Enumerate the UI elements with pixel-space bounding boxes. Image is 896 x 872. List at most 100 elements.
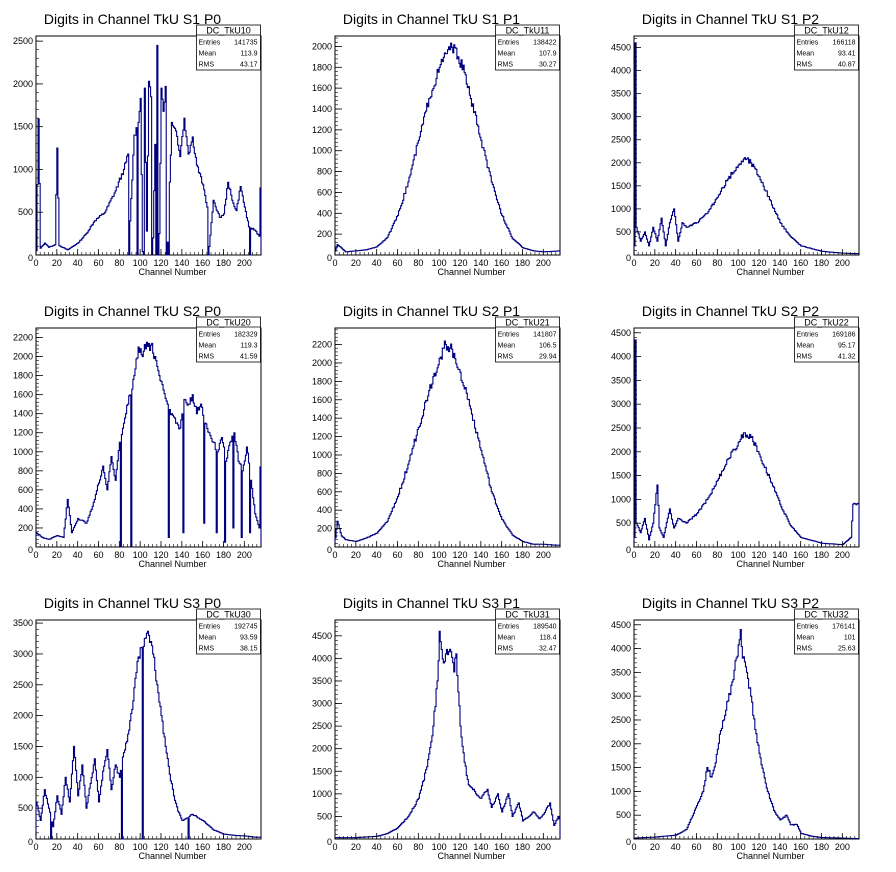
stats-key: Entries [797,332,819,339]
stats-box: DC_TkU10 Entries 141735 Mean 113.9 RMS 43.17 [196,24,261,71]
x-tick-label: 140 [772,258,787,268]
y-tick-label: 1500 [611,181,631,191]
y-tick-label: 1500 [611,763,631,773]
stats-value: 25.63 [838,646,856,653]
x-tick-label: 200 [536,258,551,268]
x-tick-label: 180 [216,550,231,560]
x-tick-label: 60 [93,550,103,560]
y-tick-label: 1000 [13,772,33,782]
stats-box-frame [495,24,560,71]
x-tick-label: 140 [772,550,787,560]
x-tick-label: 20 [650,842,660,852]
stats-key: RMS [199,354,215,361]
y-tick-label: 3500 [611,89,631,99]
x-tick-label: 160 [793,550,808,560]
y-tick-label: 2500 [13,36,33,46]
x-axis-label: Channel Number [138,851,206,861]
y-tick-label: 1000 [312,789,332,799]
y-tick-label: 2500 [611,135,631,145]
x-tick-label: 20 [52,550,62,560]
x-tick-label: 160 [195,550,210,560]
x-tick-label: 180 [814,258,829,268]
y-tick-label: 400 [317,208,332,218]
panel-title: Digits in Channel TkU S1 P0 [44,11,221,27]
y-tick-label: 1600 [312,83,332,93]
y-tick-label: 600 [317,187,332,197]
x-axis-label: Channel Number [138,559,206,569]
y-tick-label: 1000 [611,204,631,214]
y-tick-label: 2000 [13,711,33,721]
y-tick-label: 1000 [13,164,33,174]
y-tick-label: 1000 [611,494,631,504]
y-tick-label: 1400 [312,104,332,114]
y-tick-label: 1000 [312,450,332,460]
x-axis-label: Channel Number [437,559,505,569]
histogram-panel-3: Digits in Channel TkU S2 P0 0 20 40 60 80 100 1… [13,303,262,569]
y-zero-label: 0 [327,545,332,555]
x-tick-label: 0 [631,842,636,852]
stats-box-name: DC_TkU30 [206,610,251,620]
stats-value: 41.32 [838,354,856,361]
x-tick-label: 0 [33,842,38,852]
y-tick-label: 4500 [611,43,631,53]
y-tick-label: 600 [18,485,33,495]
x-tick-label: 200 [536,842,551,852]
x-tick-label: 0 [33,550,38,560]
x-axis-label: Channel Number [138,267,206,277]
stats-key: Entries [797,624,819,631]
histogram-panel-8: Digits in Channel TkU S3 P2 0 20 40 60 80 100 1… [611,595,860,861]
x-tick-label: 100 [731,550,746,560]
y-tick-label: 2000 [13,352,33,362]
stats-value: 182329 [234,332,257,339]
panel-title: Digits in Channel TkU S3 P2 [642,595,819,611]
x-tick-label: 180 [515,842,530,852]
y-tick-label: 2000 [312,41,332,51]
x-tick-label: 20 [351,258,361,268]
stats-box-name: DC_TkU10 [206,26,251,36]
stats-key: Mean [199,635,217,642]
histogram-series [633,42,860,255]
y-tick-label: 2200 [312,340,332,350]
y-tick-label: 200 [317,524,332,534]
stats-box: DC_TkU20 Entries 182329 Mean 119.3 RMS 41.59 [196,316,261,363]
panel-title: Digits in Channel TkU S1 P1 [343,11,520,27]
y-tick-label: 2500 [611,423,631,433]
y-tick-label: 500 [18,207,33,217]
x-tick-label: 20 [351,550,361,560]
stats-box: DC_TkU11 Entries 138422 Mean 107.9 RMS 30.27 [495,24,560,71]
stats-value: 32.47 [539,646,557,653]
x-tick-label: 180 [216,258,231,268]
x-tick-label: 200 [835,550,850,560]
stats-value: 106.5 [539,343,557,350]
x-tick-label: 200 [835,842,850,852]
histogram-panel-6: Digits in Channel TkU S3 P0 0 20 40 60 80 100 1… [13,595,262,861]
stats-value: 38.15 [240,646,258,653]
histogram-series [334,630,561,839]
x-tick-label: 100 [133,258,148,268]
x-tick-label: 40 [73,842,83,852]
y-zero-label: 0 [626,545,631,555]
stats-box-name: DC_TkU31 [505,610,550,620]
y-tick-label: 3000 [611,112,631,122]
stats-key: Entries [199,624,221,631]
y-tick-label: 1000 [611,786,631,796]
stats-value: 118.4 [540,635,557,642]
stats-value: 93.59 [240,635,258,642]
x-tick-label: 80 [114,842,124,852]
x-tick-label: 180 [515,550,530,560]
x-tick-label: 40 [73,258,83,268]
histogram-series [633,628,860,840]
y-tick-label: 1800 [13,371,33,381]
stats-value: 189540 [533,624,556,631]
y-tick-label: 4500 [611,620,631,630]
x-tick-label: 0 [631,550,636,560]
x-tick-label: 120 [153,842,168,852]
y-tick-label: 2000 [611,158,631,168]
x-tick-label: 60 [691,258,701,268]
y-tick-label: 4000 [611,352,631,362]
x-tick-label: 120 [751,550,766,560]
x-tick-label: 80 [413,550,423,560]
stats-box-frame [794,316,859,363]
y-tick-label: 1400 [312,413,332,423]
